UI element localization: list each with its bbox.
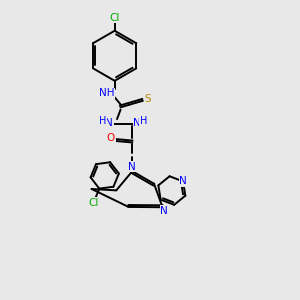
Text: Cl: Cl	[88, 198, 99, 208]
Text: S: S	[145, 94, 151, 104]
Text: Cl: Cl	[110, 13, 120, 22]
Text: N: N	[105, 118, 113, 128]
Text: N: N	[160, 206, 168, 216]
Text: NH: NH	[99, 88, 115, 98]
Text: O: O	[107, 133, 115, 142]
Text: N: N	[179, 176, 187, 186]
Text: H: H	[140, 116, 147, 126]
Text: H: H	[99, 116, 106, 126]
Text: N: N	[134, 118, 141, 128]
Text: N: N	[128, 162, 136, 172]
